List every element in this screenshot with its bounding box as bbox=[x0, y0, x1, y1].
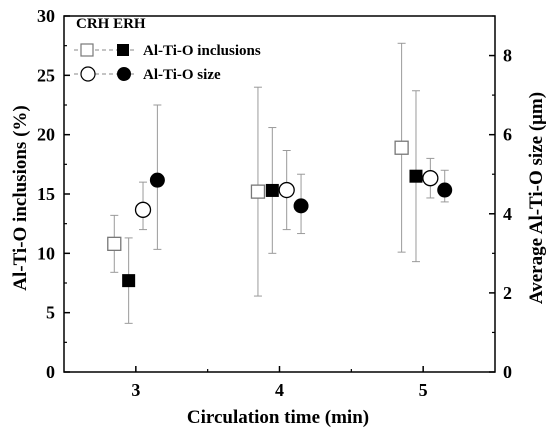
legend-label-inclusions: Al-Ti-O inclusions bbox=[143, 43, 261, 59]
y-right-tick-label: 0 bbox=[503, 362, 512, 382]
y-left-tick-label: 15 bbox=[37, 184, 55, 204]
data-point-circle-open bbox=[422, 170, 439, 187]
x-axis-title: Circulation time (min) bbox=[187, 407, 369, 428]
legend-entry-size: Al-Ti-O size bbox=[74, 66, 221, 83]
data-point-circle-filled bbox=[149, 172, 165, 188]
data-point-square-open bbox=[250, 184, 266, 199]
data-point-square-filled bbox=[409, 169, 423, 183]
data-point-circle-filled bbox=[293, 198, 309, 214]
x-tick-label: 3 bbox=[131, 380, 140, 400]
y-right-tick-label: 8 bbox=[503, 46, 512, 66]
data-point-square-open bbox=[107, 236, 122, 251]
data-point-square-filled bbox=[265, 183, 279, 197]
legend-open-square-marker bbox=[80, 43, 94, 57]
y-right-tick-label: 6 bbox=[503, 125, 512, 145]
legend-filled-circle-marker bbox=[117, 67, 131, 81]
y-left-tick-label: 5 bbox=[46, 303, 55, 323]
y-left-tick-label: 0 bbox=[46, 362, 55, 382]
legend-header: CRH ERH bbox=[76, 16, 146, 32]
data-point-circle-open bbox=[278, 181, 295, 199]
y-left-tick-label: 10 bbox=[37, 243, 55, 263]
legend-filled-square-marker bbox=[117, 44, 129, 56]
y-left-tick-label: 25 bbox=[37, 65, 55, 85]
x-tick-label: 5 bbox=[419, 380, 428, 400]
data-point-circle-filled bbox=[437, 182, 453, 198]
y-axis-title-left: Al-Ti-O inclusions (%) bbox=[10, 105, 31, 290]
data-point-square-filled bbox=[122, 274, 136, 288]
y-axis-title-right: Average Al-Ti-O size (μm) bbox=[526, 92, 547, 304]
y-right-tick-label: 4 bbox=[503, 204, 512, 224]
y-left-tick-label: 30 bbox=[37, 6, 55, 26]
legend-open-circle-marker bbox=[80, 66, 96, 82]
legend: CRH ERH Al-Ti-O inclusions Al-Ti-O size bbox=[74, 16, 261, 83]
data-point-circle-open bbox=[134, 201, 152, 218]
y-right-tick-label: 2 bbox=[503, 283, 512, 303]
legend-label-size: Al-Ti-O size bbox=[143, 67, 221, 83]
x-tick-label: 4 bbox=[275, 380, 284, 400]
y-left-tick-label: 20 bbox=[37, 125, 55, 145]
legend-entry-inclusions: Al-Ti-O inclusions bbox=[74, 43, 261, 59]
data-point-square-open bbox=[394, 140, 409, 155]
